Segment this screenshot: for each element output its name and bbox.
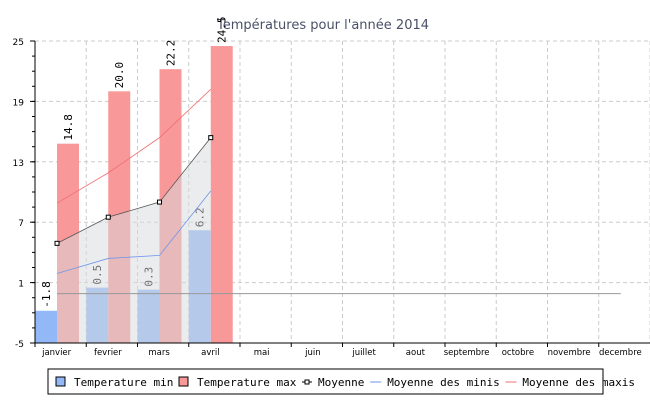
bar-value-label: 14.8: [62, 114, 75, 141]
bar-value-label: 20.0: [113, 62, 126, 89]
x-tick-label: fevrier: [94, 348, 122, 358]
x-tick-label: janvier: [41, 348, 72, 358]
bar-value-label: -1.8: [40, 281, 53, 308]
line-moyenne-des-minis: [56, 190, 212, 274]
line-moyenne-des-maxis: [56, 89, 212, 204]
x-tick-label: decembre: [599, 348, 642, 358]
x-tick-label: novembre: [548, 348, 591, 358]
x-tick-label: mars: [148, 348, 170, 358]
x-tick-label: avril: [201, 348, 219, 358]
bar-value-label: 22.2: [165, 40, 178, 67]
bar-value-label: 24.5: [216, 17, 229, 44]
legend-swatch: [55, 376, 66, 387]
bar-min: [35, 310, 57, 343]
bar-max: [210, 46, 233, 344]
legend-label: Temperature max: [197, 376, 297, 389]
x-tick-label: aout: [406, 348, 426, 358]
y-tick-label: 13: [13, 159, 24, 169]
legend-label: Moyenne des maxis: [522, 376, 635, 389]
chart-title: Températures pour l'année 2014: [216, 18, 429, 33]
x-tick-label: juillet: [351, 348, 376, 358]
moyenne-marker: [105, 214, 111, 220]
y-tick-label: 25: [13, 38, 24, 48]
line-moyenne: [56, 137, 212, 244]
moyenne-area: [57, 137, 211, 343]
moyenne-marker: [208, 135, 214, 141]
y-tick-label: 19: [13, 98, 25, 108]
x-tick-label: septembre: [444, 348, 490, 358]
legend-swatch: [178, 376, 189, 387]
legend-label: Moyenne des minis: [387, 376, 500, 389]
x-tick-label: mai: [254, 348, 270, 358]
legend-label: Temperature min: [74, 376, 173, 389]
y-tick-label: 1: [18, 280, 24, 290]
x-tick-label: octobre: [502, 348, 534, 358]
legend-marker: [304, 379, 310, 385]
moyenne-marker: [157, 199, 162, 205]
x-tick-label: juin: [304, 348, 321, 358]
moyenne-marker: [54, 240, 60, 246]
legend-label: Moyenne: [318, 376, 364, 389]
y-tick-label: -5: [15, 340, 24, 350]
y-tick-label: 7: [18, 219, 24, 229]
